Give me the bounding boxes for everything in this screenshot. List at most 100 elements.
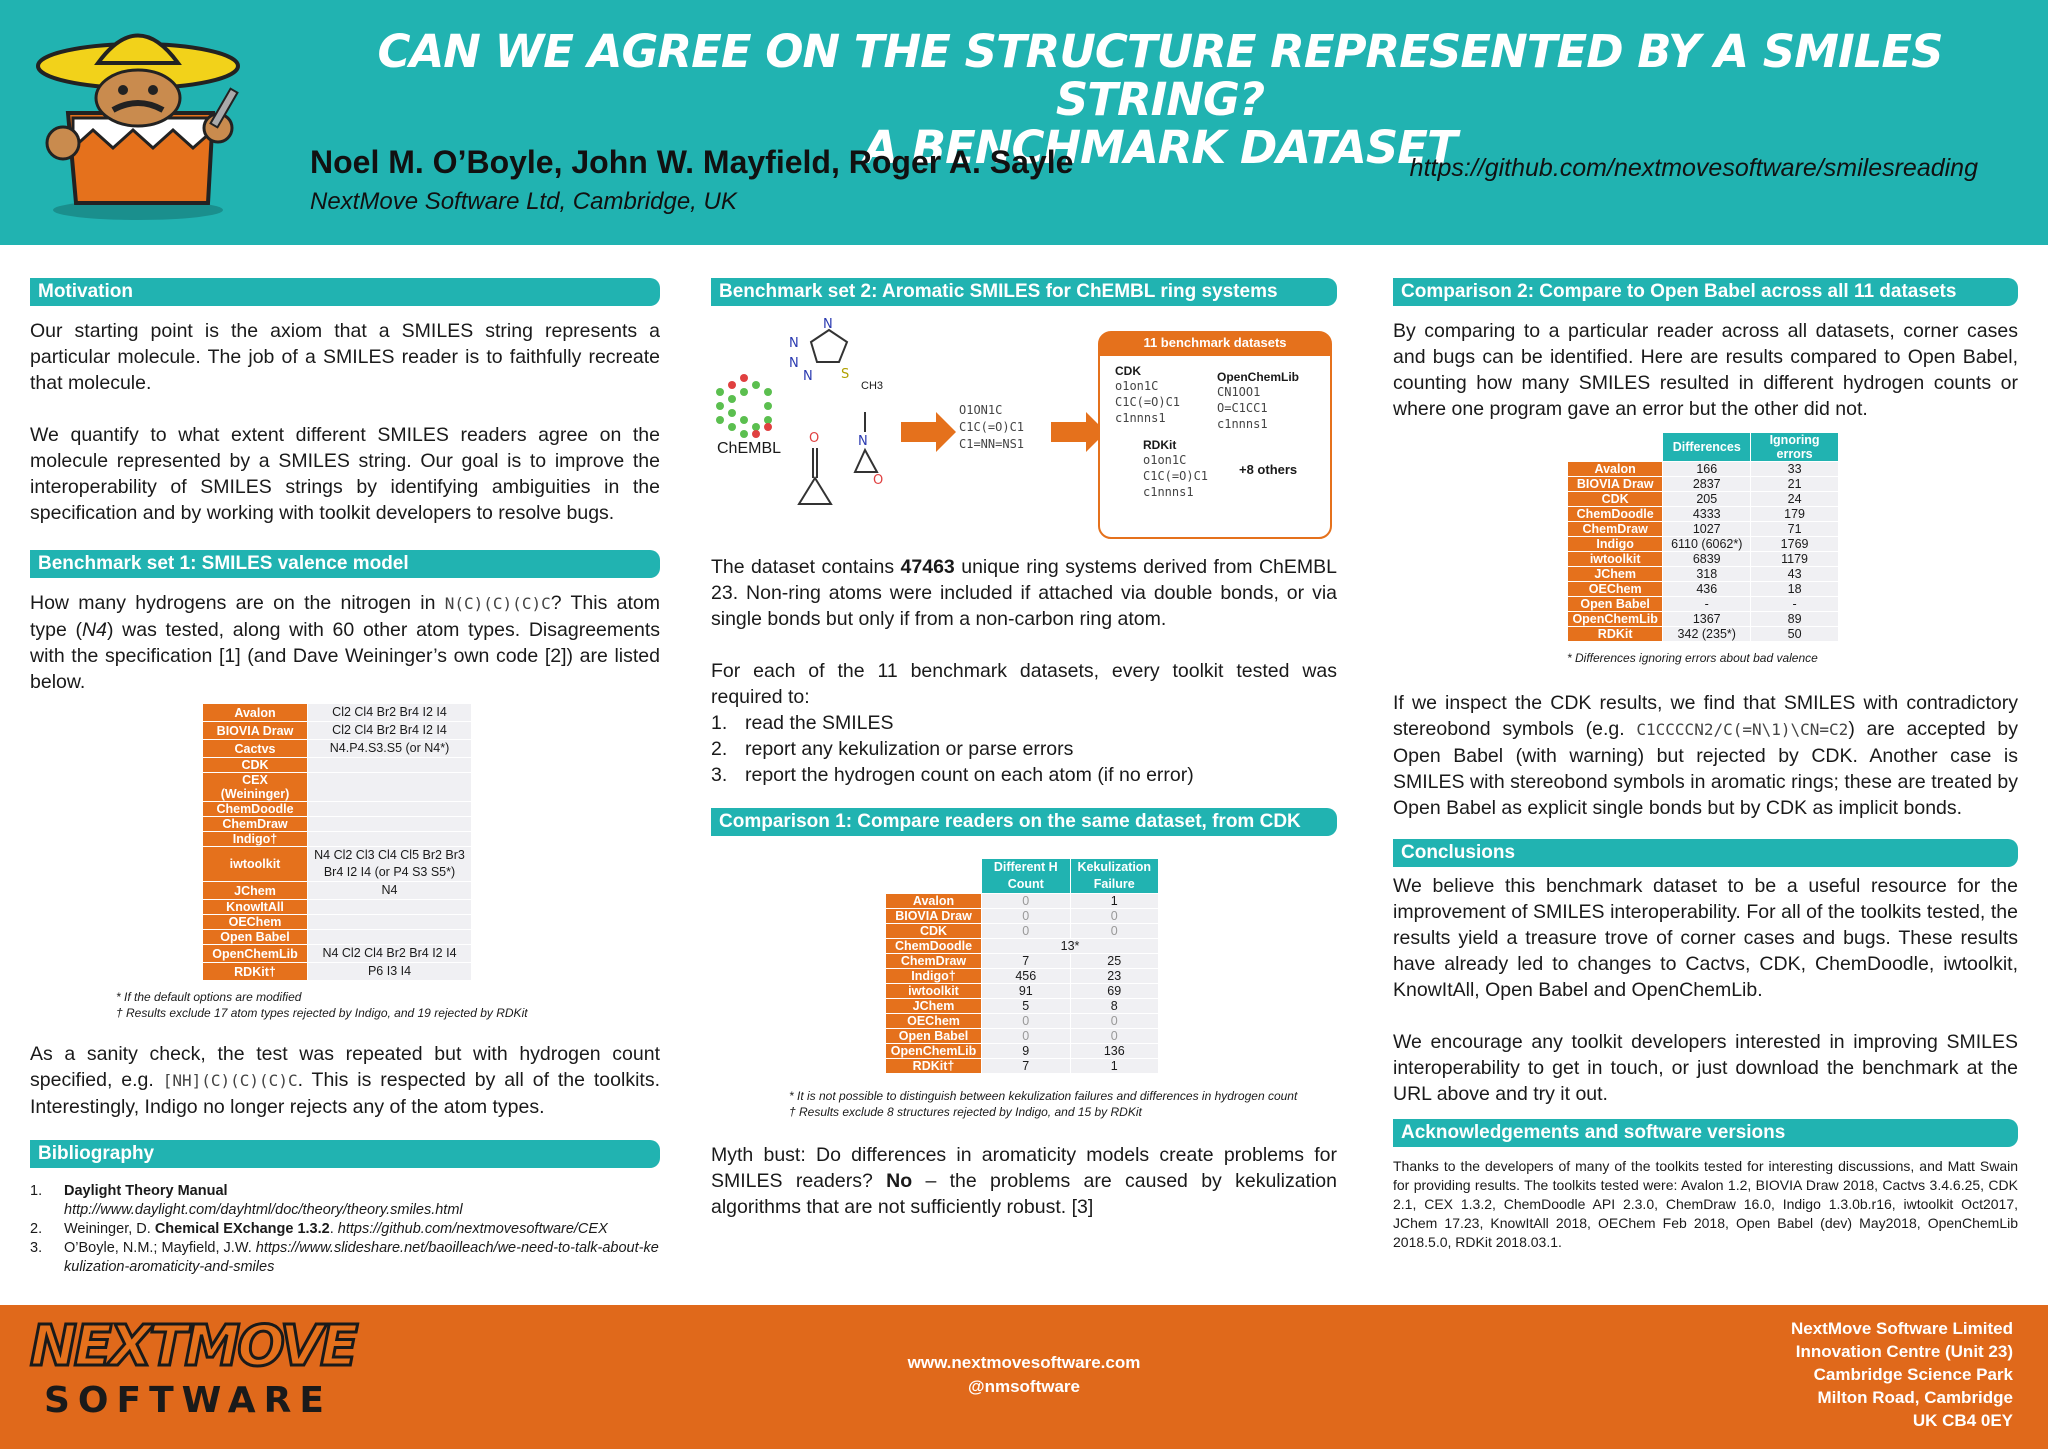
table-row: OEChem (203, 915, 471, 929)
toolkit-name: iwtoolkit (886, 984, 982, 998)
toolkit-name: JChem (1568, 567, 1663, 581)
valence-note-1: * If the default options are modified (116, 990, 302, 1004)
motivation-paragraph-2: We quantify to what extent different SMI… (30, 424, 660, 524)
svg-text:N: N (803, 369, 813, 384)
toolkit-name: OEChem (886, 1014, 982, 1028)
kekulization-value: 0 (1070, 909, 1158, 923)
table-row: Indigo 6110 (6062*) 1769 (1568, 537, 1838, 551)
toolkit-name: BIOVIA Draw (886, 909, 982, 923)
title-line-1: CAN WE AGREE ON THE STRUCTURE REPRESENTE… (377, 25, 1943, 126)
toolkit-name: Indigo† (203, 832, 307, 846)
website-link[interactable]: www.nextmovesoftware.com (907, 1353, 1141, 1372)
table-row: OpenChemLib 1367 89 (1568, 612, 1838, 626)
toolkit-name: Indigo† (886, 969, 982, 983)
svg-text:N: N (823, 317, 833, 332)
differences-value: 436 (1663, 582, 1751, 596)
valence-disagreements (308, 915, 471, 929)
differences-value: 2837 (1663, 477, 1751, 491)
ignoring-errors-value: 21 (1751, 477, 1838, 491)
bib-link-1[interactable]: http://www.daylight.com/dayhtml/doc/theo… (64, 1202, 463, 1218)
table-row: BIOVIA Draw 2837 21 (1568, 477, 1838, 491)
differences-value: 342 (235*) (1663, 627, 1751, 641)
benchmark-diagram: N N N N S N O O ChEMBL CH3 O1ON1C C1C(=O)… (711, 312, 1337, 542)
blank-header (886, 859, 981, 893)
footer-contact: www.nextmovesoftware.com @nmsoftware (0, 1351, 2048, 1399)
table-row: JChem 318 43 (1568, 567, 1838, 581)
h-count-value: 0 (982, 909, 1070, 923)
toolkit-name: OpenChemLib (1568, 612, 1663, 626)
valence-disagreements (308, 817, 471, 831)
valence-disagreements (308, 832, 471, 846)
differences-value: 1027 (1663, 522, 1751, 536)
table-row: ChemDraw 1027 71 (1568, 522, 1838, 536)
toolkit-name: ChemDoodle (1568, 507, 1663, 521)
valence-disagreements: N4 (308, 882, 471, 899)
bench2-steps: 1. read the SMILES 2. report any kekulizat… (711, 710, 1337, 788)
table-row: ChemDoodle 4333 179 (1568, 507, 1838, 521)
bib-link-2[interactable]: https://github.com/nextmovesoftware/CEX (337, 1221, 608, 1237)
valence-disagreements: N4 Cl2 Cl4 Br2 Br4 I2 I4 (308, 945, 471, 962)
conclusions-paragraph-1: We believe this benchmark dataset to be … (1393, 875, 2018, 1001)
kekulization-value: 69 (1070, 984, 1158, 998)
h-count-value: 5 (982, 999, 1070, 1013)
poster-header: CAN WE AGREE ON THE STRUCTURE REPRESENTE… (0, 0, 2048, 245)
myth-bust-paragraph: Myth bust: Do differences in aromaticity… (711, 1144, 1337, 1218)
section-heading-comp2: Comparison 2: Compare to Open Babel acro… (1393, 278, 2018, 306)
ignoring-errors-value: 89 (1751, 612, 1838, 626)
toolkit-name: JChem (203, 882, 307, 899)
table-row: KnowItAll (203, 900, 471, 914)
valence-disagreements: Cl2 Cl4 Br2 Br4 I2 I4 (308, 704, 471, 721)
poster-title: CAN WE AGREE ON THE STRUCTURE REPRESENTE… (340, 28, 1980, 172)
twitter-handle[interactable]: @nmsoftware (968, 1377, 1080, 1396)
ignoring-errors-value: - (1751, 597, 1838, 611)
kekulization-value: 136 (1070, 1044, 1158, 1058)
table-row: iwtoolkit 91 69 (886, 984, 1158, 998)
authors: Noel M. O’Boyle, John W. Mayfield, Roger… (310, 144, 1074, 180)
toolkit-name: OpenChemLib (203, 945, 307, 962)
kekulization-value: 0 (1070, 1014, 1158, 1028)
cdk-smiles: CDK o1on1C C1C(=O)C1 c1nnns1 (1115, 364, 1181, 425)
bib-item-3: 3. O’Boyle, N.M.; Mayfield, J.W. https://… (30, 1240, 659, 1275)
toolkit-name: Avalon (1568, 462, 1663, 476)
h-count-value: 0 (982, 1014, 1070, 1028)
h-count-value: 7 (982, 954, 1070, 968)
toolkit-name: Cactvs (203, 740, 307, 757)
toolkit-name: RDKit† (886, 1059, 982, 1073)
col-header-differences: Differences (1663, 433, 1751, 461)
bench2-paragraph-1: The dataset contains 47463 unique ring s… (711, 556, 1338, 630)
toolkit-name: iwtoolkit (203, 847, 307, 881)
table-row: Avalon 166 33 (1568, 462, 1838, 476)
valence-table: Avalon Cl2 Cl4 Br2 Br4 I2 I4 BIOVIA Draw Cl… (202, 703, 472, 981)
comp2-paragraph-1: By comparing to a particular reader acro… (1393, 320, 2018, 420)
table-row: BIOVIA Draw Cl2 Cl4 Br2 Br4 I2 I4 (203, 722, 471, 739)
table-row: CDK 0 0 (886, 924, 1158, 938)
toolkit-name: OEChem (203, 915, 307, 929)
table-row: JChem N4 (203, 882, 471, 899)
kekulization-value: 0 (1070, 1029, 1158, 1043)
toolkit-name: ChemDoodle (886, 939, 982, 953)
col-header-h-count: Different H Count (982, 859, 1070, 893)
h-count-value: 0 (982, 924, 1070, 938)
comparison1-table: Different H Count Kekulization Failure Ava… (885, 858, 1159, 1074)
section-heading-acknowledgements: Acknowledgements and software versions (1393, 1119, 2018, 1147)
kekulization-value: 8 (1070, 999, 1158, 1013)
svg-text:N: N (789, 356, 799, 371)
toolkit-name: CDK (203, 758, 307, 772)
bib-item-2: 2. Weininger, D. Chemical EXchange 1.3.2.… (30, 1221, 608, 1237)
toolkit-name: Open Babel (886, 1029, 982, 1043)
table-row: ChemDraw (203, 817, 471, 831)
comparison2-table: Differences Ignoring errors Avalon 166 33 BIO… (1567, 432, 1839, 642)
differences-value: 205 (1663, 492, 1751, 506)
valence-disagreements (308, 802, 471, 816)
logo-text-top: NEXTMOVE (29, 1313, 360, 1380)
smiles-code-nh: [NH](C)(C)(C)C (162, 1071, 298, 1090)
nextmove-logo: NEXTMOVE SOFTWARE (29, 1313, 360, 1440)
differences-value: 166 (1663, 462, 1751, 476)
table-row: OpenChemLib N4 Cl2 Cl4 Br2 Br4 I2 I4 (203, 945, 471, 962)
bib-link-3[interactable]: https://www.slideshare.net/baoilleach/we… (64, 1240, 659, 1275)
h-count-value: 456 (982, 969, 1070, 983)
ignoring-errors-value: 43 (1751, 567, 1838, 581)
toolkit-name: OEChem (1568, 582, 1663, 596)
repo-url[interactable]: https://github.com/nextmovesoftware/smil… (1409, 154, 1978, 182)
kekulization-value: 23 (1070, 969, 1158, 983)
